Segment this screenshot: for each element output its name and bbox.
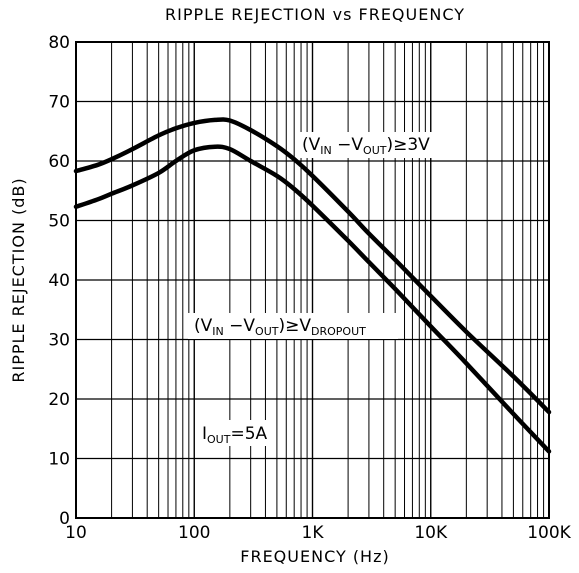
y-tick-label: 60	[48, 152, 70, 172]
y-tick-labels: 0 10 20 30 40 50 60 70 80	[48, 33, 70, 529]
x-tick-label: 10	[65, 523, 87, 543]
series-label-2: (VIN −VOUT)≥VDROPOUT	[194, 316, 366, 338]
y-tick-label: 30	[48, 331, 70, 351]
grid	[76, 42, 549, 518]
iout-annotation: IOUT=5A	[202, 424, 268, 446]
series-label-1: (VIN −VOUT)≥3V	[302, 135, 430, 157]
y-tick-label: 0	[59, 509, 70, 529]
chart-title: RIPPLE REJECTION vs FREQUENCY	[165, 5, 465, 24]
curve-labels: (VIN −VOUT)≥3V (VIN −VOUT)≥VDROPOUT IOUT=5…	[188, 132, 434, 446]
label-background	[188, 313, 398, 339]
y-axis-label: RIPPLE REJECTION (dB)	[9, 177, 28, 382]
y-tick-label: 50	[48, 212, 70, 232]
y-tick-label: 40	[48, 271, 70, 291]
curves	[73, 117, 552, 454]
x-tick-label: 100K	[527, 523, 571, 543]
y-tick-label: 80	[48, 33, 70, 53]
y-tick-label: 10	[48, 450, 70, 470]
plot-frame	[75, 41, 550, 519]
x-axis-label: FREQUENCY (Hz)	[240, 547, 389, 566]
x-tick-label: 1K	[302, 523, 325, 543]
x-tick-label: 10K	[414, 523, 448, 543]
x-tick-label: 100	[178, 523, 210, 543]
series-line-1	[73, 117, 552, 415]
y-tick-label: 20	[48, 390, 70, 410]
series-line-2	[73, 144, 552, 454]
x-tick-labels: 10 100 1K 10K 100K	[65, 523, 571, 543]
y-tick-label: 70	[48, 93, 70, 113]
label-background	[296, 132, 434, 158]
annotation-background	[196, 420, 268, 446]
